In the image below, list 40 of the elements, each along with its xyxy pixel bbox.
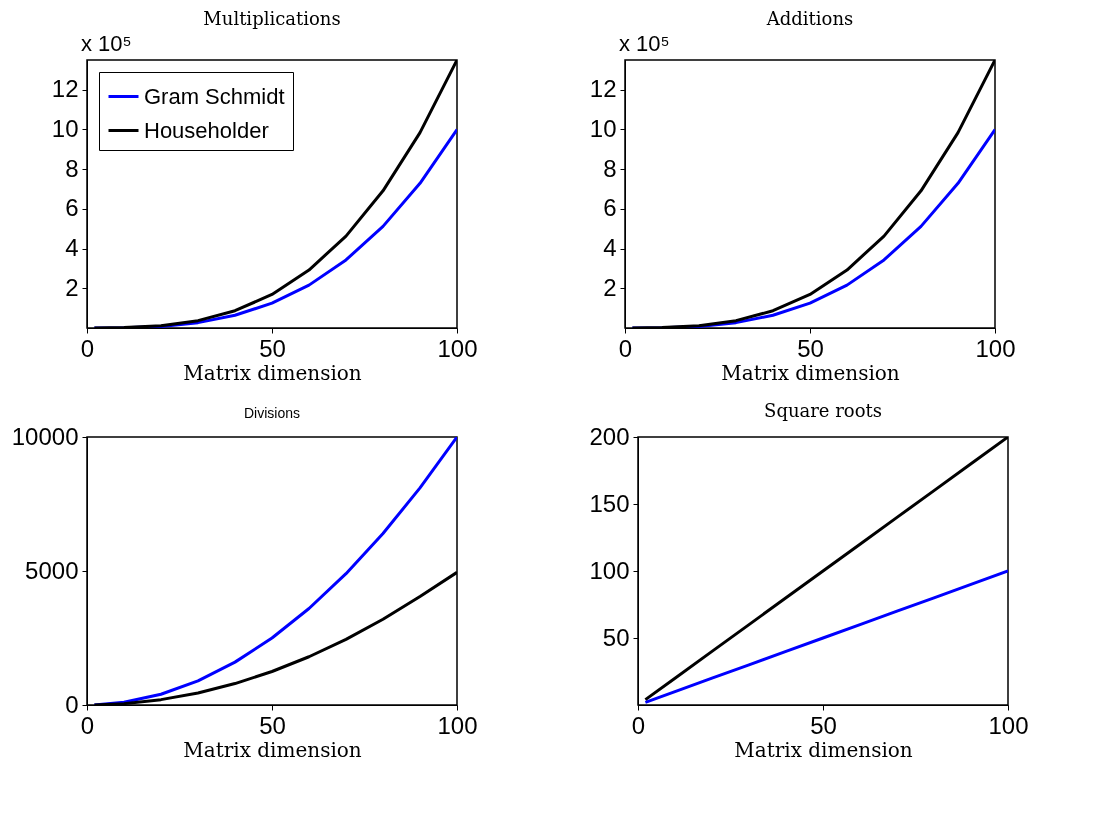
legend-label: Householder xyxy=(144,117,269,143)
x-tick-label: 50 xyxy=(259,334,286,362)
x-tick-label: 50 xyxy=(810,711,837,739)
y-tick-label: 12 xyxy=(589,75,617,103)
y-tick-label: 100 xyxy=(589,556,630,584)
y-tick-label: 2 xyxy=(65,273,79,301)
text: x 10⁵ xyxy=(619,31,670,56)
y-tick-label: 4 xyxy=(65,234,79,262)
y-tick-label: 200 xyxy=(589,422,630,450)
x-axis-title: Matrix dimension xyxy=(721,360,900,385)
y-tick-label: 6 xyxy=(603,194,617,222)
y-tick-label: 2 xyxy=(603,273,617,301)
x-tick-label: 100 xyxy=(988,711,1029,739)
chart-title: Additions xyxy=(765,8,854,29)
y-tick-label: 4 xyxy=(603,234,617,262)
y-tick-label: 10 xyxy=(589,114,617,142)
x-tick-label: 50 xyxy=(259,711,286,739)
x-tick-label: 100 xyxy=(437,711,478,739)
text: x 10⁵ xyxy=(81,31,132,56)
y-tick-label: 8 xyxy=(65,154,79,182)
y-tick-label: 10 xyxy=(51,114,79,142)
legend-label: Gram Schmidt xyxy=(144,83,285,109)
chart-title: Square roots xyxy=(764,400,882,421)
y-tick-label: 5000 xyxy=(25,556,79,584)
y-tick-label: 50 xyxy=(602,623,630,651)
y-tick-label: 10000 xyxy=(11,422,79,450)
y-tick-label: 8 xyxy=(603,154,617,182)
x-tick-label: 100 xyxy=(975,334,1016,362)
y-tick-label: 150 xyxy=(589,489,630,517)
x-axis-title: Matrix dimension xyxy=(734,737,913,762)
line-series xyxy=(643,569,1008,704)
chart-title: Divisions xyxy=(243,405,301,421)
x-tick-label: 50 xyxy=(797,334,824,362)
x-tick-label: 100 xyxy=(437,334,478,362)
y-tick-label: 6 xyxy=(65,194,79,222)
x-axis-title: Matrix dimension xyxy=(183,737,362,762)
y-tick-label: 0 xyxy=(65,690,79,718)
y-tick-label: 12 xyxy=(51,75,79,103)
chart-title: Multiplications xyxy=(203,8,341,29)
x-axis-title: Matrix dimension xyxy=(183,360,362,385)
